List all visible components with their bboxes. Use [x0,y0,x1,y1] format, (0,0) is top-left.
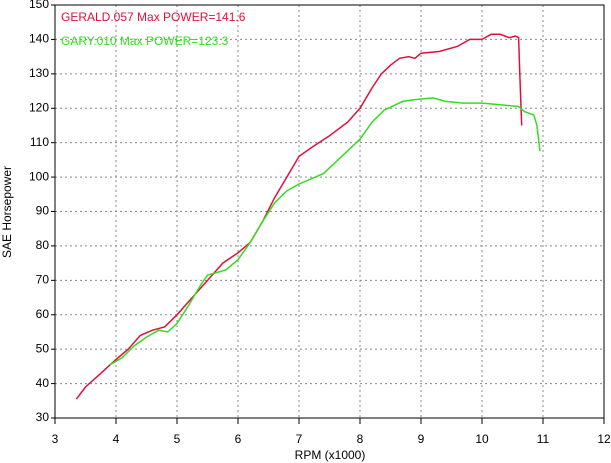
legend-entry: GARY.010 Max POWER=123.3 [61,34,229,48]
series-line [75,33,523,400]
x-tick-label: 8 [357,432,364,446]
x-axis-label: RPM (x1000) [295,448,366,462]
x-tick-label: 7 [296,432,303,446]
y-tick-label: 130 [29,66,49,80]
plot-frame [54,4,605,419]
x-tick-label: 11 [537,432,550,446]
y-axis-label: SAE Horsepower [0,166,14,258]
legend-entry: GERALD.057 Max POWER=141.6 [61,10,246,24]
x-tick-label: 10 [475,432,489,446]
y-tick-label: 30 [36,410,50,424]
y-tick-label: 140 [29,32,49,46]
x-tick-label: 4 [113,432,120,446]
y-tick-label: 100 [29,169,49,183]
y-tick-label: 70 [36,273,50,287]
x-tick-label: 6 [235,432,242,446]
y-tick-label: 60 [36,307,50,321]
x-tick-label: 5 [174,432,181,446]
y-tick-label: 50 [36,341,50,355]
y-tick-label: 110 [30,135,49,149]
y-tick-label: 120 [29,100,49,114]
y-tick-label: 90 [36,204,50,218]
x-tick-label: 3 [52,432,59,446]
x-tick-label: 9 [418,432,425,446]
y-tick-label: 40 [36,376,50,390]
x-tick-label: 12 [597,432,611,446]
y-tick-label: 150 [29,0,49,11]
series-line [109,97,541,366]
y-tick-label: 80 [36,238,50,252]
